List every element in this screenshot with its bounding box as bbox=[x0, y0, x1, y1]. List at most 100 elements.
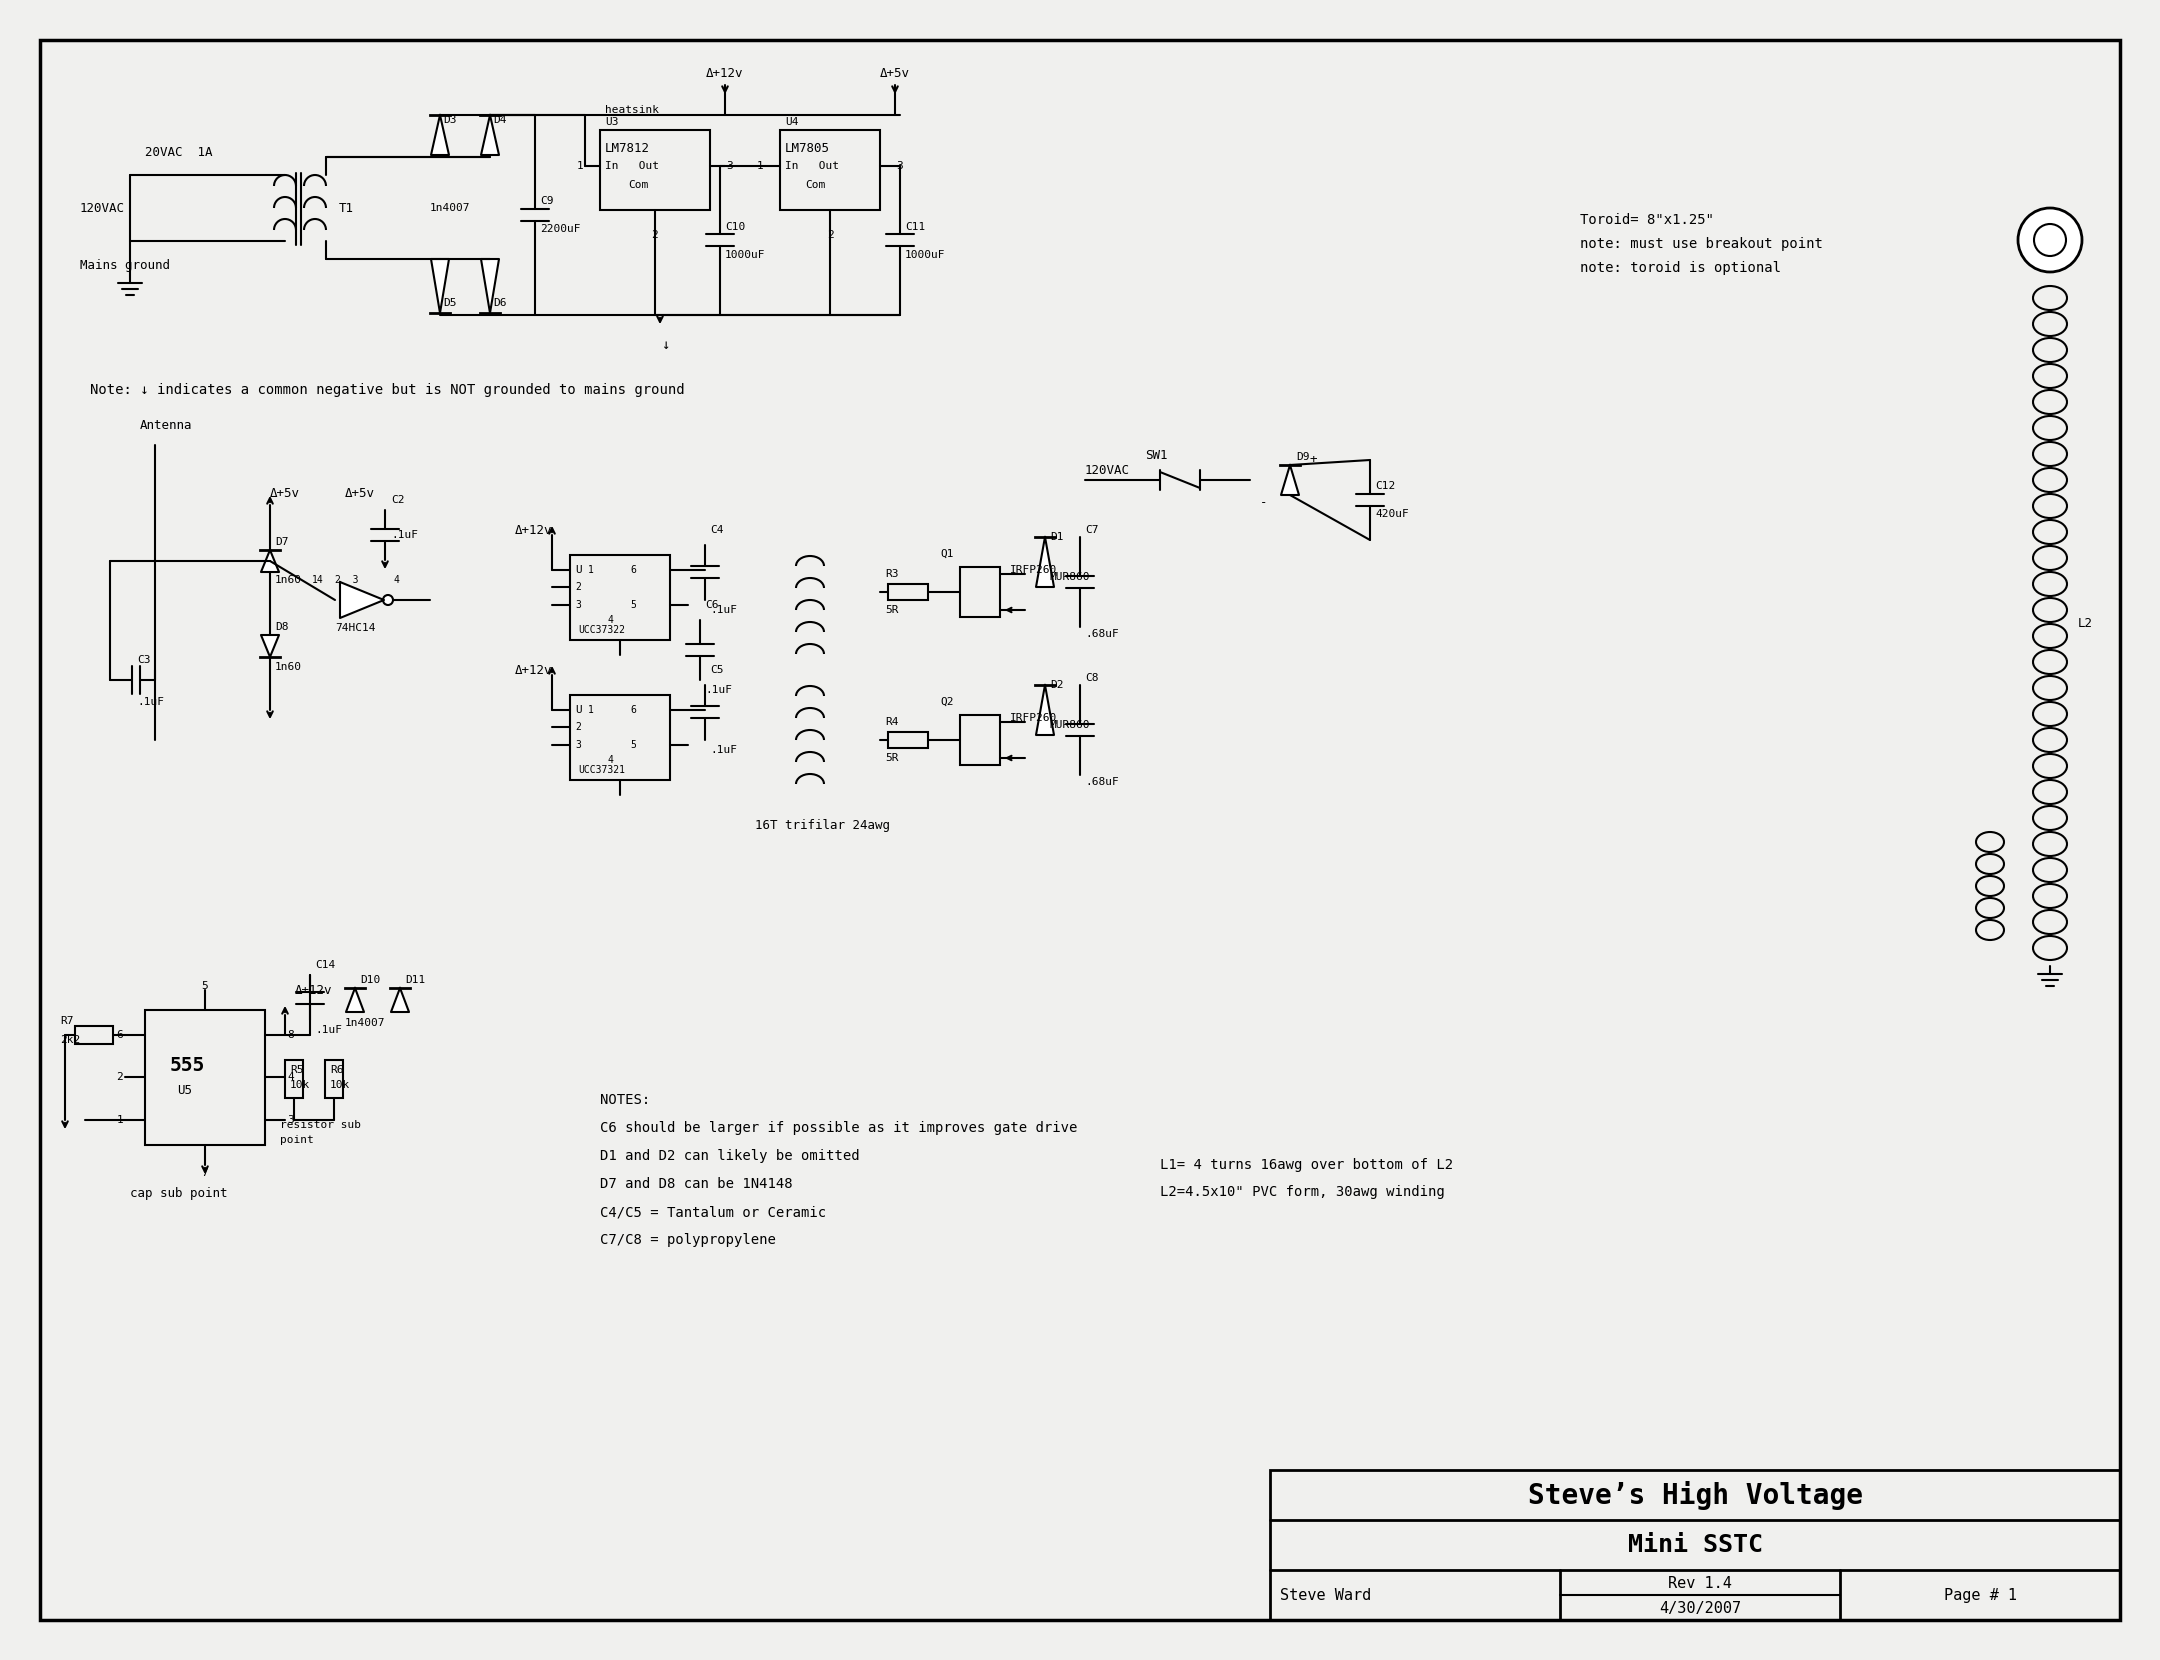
Text: R3: R3 bbox=[886, 569, 899, 579]
Text: 2200uF: 2200uF bbox=[540, 224, 581, 234]
Polygon shape bbox=[339, 583, 384, 618]
Text: MUR860: MUR860 bbox=[1050, 573, 1091, 583]
Text: C8: C8 bbox=[1084, 672, 1099, 682]
Text: D1: D1 bbox=[1050, 531, 1063, 543]
Text: 120VAC: 120VAC bbox=[80, 201, 125, 214]
Text: C6: C6 bbox=[704, 599, 719, 609]
Circle shape bbox=[2035, 224, 2065, 256]
Text: .1uF: .1uF bbox=[315, 1024, 341, 1034]
Text: .68uF: .68uF bbox=[1084, 777, 1119, 787]
Text: C11: C11 bbox=[905, 221, 924, 231]
Text: C7/C8 = polypropylene: C7/C8 = polypropylene bbox=[600, 1233, 775, 1247]
Bar bbox=[76, 1026, 112, 1044]
Text: resistor sub: resistor sub bbox=[281, 1120, 361, 1130]
Text: note: toroid is optional: note: toroid is optional bbox=[1579, 261, 1782, 276]
Text: Q1: Q1 bbox=[940, 549, 953, 559]
Text: L2=4.5x10" PVC form, 30awg winding: L2=4.5x10" PVC form, 30awg winding bbox=[1160, 1185, 1445, 1199]
Text: .1uF: .1uF bbox=[704, 686, 732, 696]
Text: UCC37322: UCC37322 bbox=[579, 626, 624, 636]
Text: 3: 3 bbox=[287, 1116, 294, 1125]
Text: .1uF: .1uF bbox=[711, 745, 737, 755]
Text: C5: C5 bbox=[711, 666, 724, 676]
Text: 1n60: 1n60 bbox=[274, 662, 302, 672]
Text: Δ+5v: Δ+5v bbox=[879, 66, 909, 80]
Text: 1: 1 bbox=[756, 161, 762, 171]
Text: LM7805: LM7805 bbox=[784, 141, 829, 154]
Text: heatsink: heatsink bbox=[605, 105, 659, 115]
Text: MUR860: MUR860 bbox=[1050, 720, 1091, 730]
Text: 4: 4 bbox=[393, 574, 400, 584]
Circle shape bbox=[2017, 208, 2082, 272]
Text: .1uF: .1uF bbox=[136, 697, 164, 707]
Bar bbox=[888, 732, 929, 749]
Text: In   Out: In Out bbox=[784, 161, 838, 171]
Bar bbox=[888, 584, 929, 599]
Text: L2: L2 bbox=[2078, 616, 2093, 629]
Text: Δ+12v: Δ+12v bbox=[706, 66, 743, 80]
Text: Page # 1: Page # 1 bbox=[1944, 1587, 2017, 1602]
Text: Steve’s High Voltage: Steve’s High Voltage bbox=[1527, 1481, 1862, 1509]
Text: 1: 1 bbox=[588, 564, 594, 574]
Text: .68uF: .68uF bbox=[1084, 629, 1119, 639]
Text: D7: D7 bbox=[274, 536, 289, 548]
Text: 3: 3 bbox=[896, 161, 903, 171]
Bar bbox=[324, 1061, 343, 1097]
Bar bbox=[570, 696, 670, 780]
Text: 120VAC: 120VAC bbox=[1084, 463, 1130, 476]
Text: 1: 1 bbox=[117, 1116, 123, 1125]
Bar bbox=[959, 715, 1000, 765]
Text: 3: 3 bbox=[575, 599, 581, 609]
Text: 5: 5 bbox=[631, 740, 635, 750]
Text: 10k: 10k bbox=[289, 1081, 311, 1091]
Text: SW1: SW1 bbox=[1145, 448, 1169, 461]
Text: C9: C9 bbox=[540, 196, 553, 206]
Text: D4: D4 bbox=[492, 115, 505, 124]
Text: 2k2: 2k2 bbox=[60, 1034, 80, 1046]
Text: Δ+5v: Δ+5v bbox=[270, 486, 300, 500]
Text: C10: C10 bbox=[726, 221, 745, 231]
Text: 6: 6 bbox=[631, 706, 635, 715]
Text: Antenna: Antenna bbox=[140, 418, 192, 432]
Text: Mini SSTC: Mini SSTC bbox=[1626, 1532, 1763, 1557]
Text: 2: 2 bbox=[827, 231, 834, 241]
Text: 4: 4 bbox=[607, 614, 613, 626]
Text: NOTES:: NOTES: bbox=[600, 1092, 650, 1107]
Text: D1 and D2 can likely be omitted: D1 and D2 can likely be omitted bbox=[600, 1149, 860, 1164]
Text: 420uF: 420uF bbox=[1376, 510, 1408, 520]
Polygon shape bbox=[482, 115, 499, 154]
Polygon shape bbox=[261, 636, 279, 657]
Text: 1000uF: 1000uF bbox=[726, 249, 765, 259]
Text: 10k: 10k bbox=[330, 1081, 350, 1091]
Text: 555: 555 bbox=[171, 1056, 205, 1074]
Text: Toroid= 8"x1.25": Toroid= 8"x1.25" bbox=[1579, 212, 1715, 227]
Text: C2: C2 bbox=[391, 495, 404, 505]
Text: 8: 8 bbox=[287, 1029, 294, 1041]
Text: +: + bbox=[1309, 453, 1318, 465]
Text: C14: C14 bbox=[315, 959, 335, 969]
Polygon shape bbox=[346, 988, 365, 1013]
Text: U5: U5 bbox=[177, 1084, 192, 1097]
Text: 16T trifilar 24awg: 16T trifilar 24awg bbox=[756, 818, 890, 832]
Text: D9: D9 bbox=[1296, 452, 1309, 461]
Text: 6: 6 bbox=[631, 564, 635, 574]
Text: T1: T1 bbox=[339, 201, 354, 214]
Polygon shape bbox=[1281, 465, 1298, 495]
Bar bbox=[959, 568, 1000, 618]
Text: 2  3: 2 3 bbox=[335, 574, 359, 584]
Text: Δ+12v: Δ+12v bbox=[296, 983, 333, 996]
Text: Steve Ward: Steve Ward bbox=[1281, 1587, 1372, 1602]
Text: Q2: Q2 bbox=[940, 697, 953, 707]
Text: Δ+12v: Δ+12v bbox=[514, 664, 553, 677]
Text: 3: 3 bbox=[726, 161, 734, 171]
Text: 3: 3 bbox=[575, 740, 581, 750]
Text: 1: 1 bbox=[577, 161, 583, 171]
Text: Com: Com bbox=[629, 179, 648, 189]
Text: UCC37321: UCC37321 bbox=[579, 765, 624, 775]
Text: 2: 2 bbox=[575, 583, 581, 593]
Text: D6: D6 bbox=[492, 299, 505, 309]
Text: 5: 5 bbox=[201, 981, 207, 991]
Text: 1000uF: 1000uF bbox=[905, 249, 946, 259]
Text: 5: 5 bbox=[631, 599, 635, 609]
Text: 1n4007: 1n4007 bbox=[430, 203, 471, 212]
Polygon shape bbox=[1037, 686, 1054, 735]
